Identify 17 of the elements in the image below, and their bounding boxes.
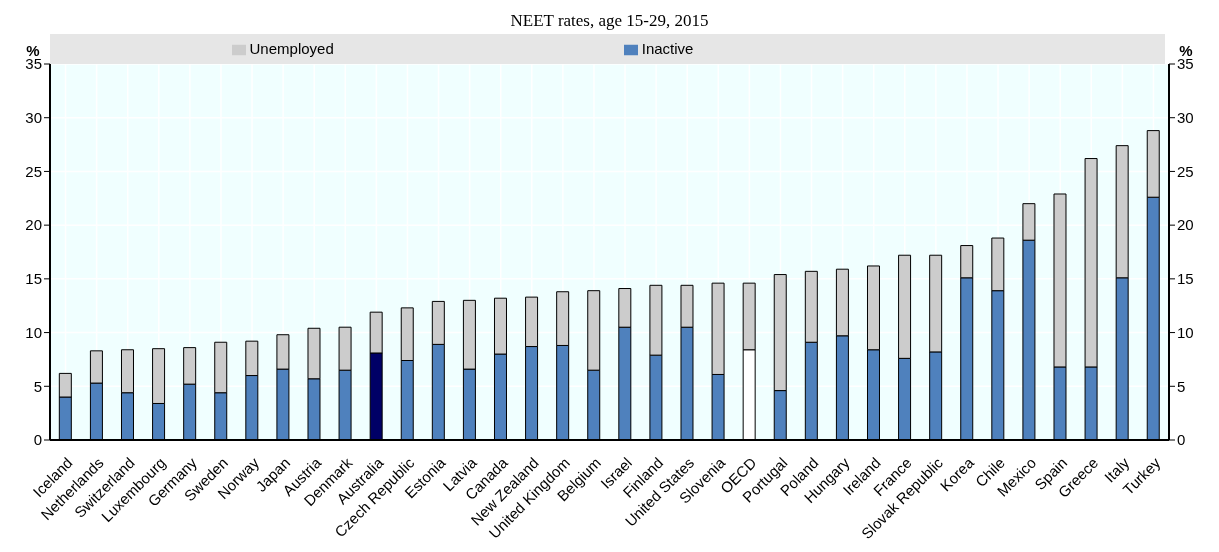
y2-tick-label: 10 — [1177, 323, 1194, 341]
y-tick-label: 25 — [25, 162, 42, 180]
legend-label: Unemployed — [249, 40, 334, 57]
y-tick-label: 20 — [25, 216, 42, 234]
y2-tick-label: 5 — [1177, 377, 1186, 395]
y-tick-label: 15 — [25, 270, 42, 288]
chart-title: NEET rates, age 15-29, 2015 — [509, 10, 710, 32]
y2-tick-label: 30 — [1177, 109, 1194, 127]
y-tick-label: 30 — [25, 109, 42, 127]
legend-label: Inactive — [641, 40, 694, 57]
y2-tick-label: 25 — [1177, 162, 1194, 180]
y2-tick-label: 20 — [1177, 216, 1194, 234]
y-tick-label: 0 — [33, 431, 42, 449]
y2-tick-label: 0 — [1177, 431, 1186, 449]
y-tick-label: 5 — [33, 377, 42, 395]
y2-tick-label: 15 — [1177, 270, 1194, 288]
y-tick-label: 10 — [25, 323, 42, 341]
